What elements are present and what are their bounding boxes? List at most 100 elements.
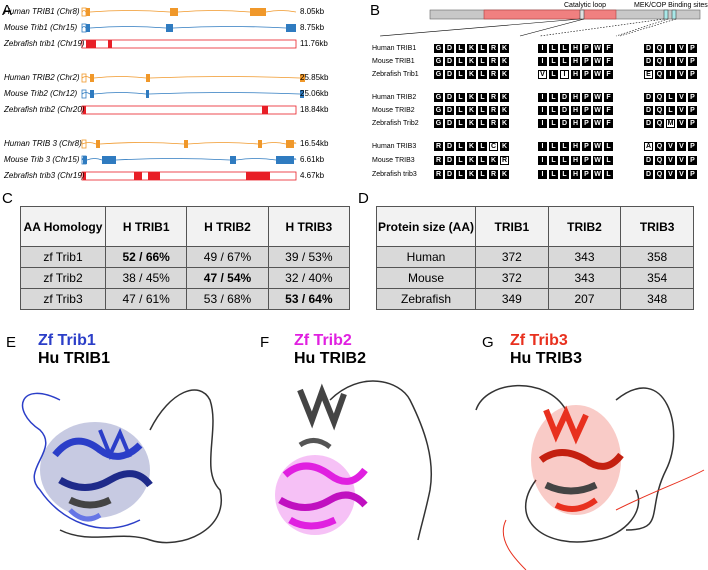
gene-exon xyxy=(83,156,87,164)
amino-acid-cell: H xyxy=(571,106,580,115)
table-c-row-label: zf Trib1 xyxy=(20,246,106,268)
amino-acid-cell: I xyxy=(666,70,675,79)
gene-exon xyxy=(90,74,94,82)
gene-utr-box xyxy=(81,89,87,99)
table-d-row-label: Zebrafish xyxy=(376,288,476,310)
gene-size: 8.75kb xyxy=(300,23,325,32)
amino-acid-cell: F xyxy=(604,70,613,79)
amino-acid-cell: L xyxy=(549,170,558,179)
amino-acid-cell: K xyxy=(500,142,509,151)
amino-acid-cell: Q xyxy=(655,142,664,151)
amino-acid-cell: R xyxy=(434,142,443,151)
domain-connector xyxy=(615,18,669,37)
table-d-cell: 354 xyxy=(620,267,694,289)
gene-exon xyxy=(170,8,178,16)
amino-acid-cell: R xyxy=(434,170,443,179)
table-d-row-label: Mouse xyxy=(376,267,476,289)
amino-acid-cell: D xyxy=(445,156,454,165)
amino-acid-cell: D xyxy=(560,106,569,115)
amino-acid-cell: L xyxy=(478,44,487,53)
amino-acid-cell: W xyxy=(593,93,602,102)
amino-acid-cell: I xyxy=(538,44,547,53)
domain-connector xyxy=(619,18,677,37)
table-c-cell: 32 / 40% xyxy=(267,267,351,289)
amino-acid-cell: P xyxy=(582,93,591,102)
table-c-cell: 53 / 68% xyxy=(186,288,269,310)
amino-acid-cell: R xyxy=(489,44,498,53)
amino-acid-cell: V xyxy=(677,44,686,53)
amino-acid-cell: L xyxy=(666,93,675,102)
catalytic-loop-marker xyxy=(579,9,585,20)
structure-f-zf-title: Zf Trib2 xyxy=(294,332,352,349)
amino-acid-cell: I xyxy=(560,70,569,79)
protein-size-table: Protein size (AA) TRIB1 TRIB2 TRIB3 Huma… xyxy=(376,206,694,310)
table-c-cell: 49 / 67% xyxy=(186,246,269,268)
amino-acid-cell: R xyxy=(489,106,498,115)
gene-exon xyxy=(276,156,294,164)
gene-exon xyxy=(83,106,86,114)
amino-acid-cell: R xyxy=(434,156,443,165)
amino-acid-cell: K xyxy=(467,93,476,102)
amino-acid-cell: P xyxy=(582,70,591,79)
amino-acid-cell: P xyxy=(582,170,591,179)
amino-acid-cell: R xyxy=(489,70,498,79)
table-d-cell: 358 xyxy=(620,246,694,268)
amino-acid-cell: P xyxy=(688,106,697,115)
amino-acid-cell: P xyxy=(688,70,697,79)
gene-exon xyxy=(83,172,86,180)
amino-acid-cell: L xyxy=(456,44,465,53)
amino-acid-cell: Q xyxy=(655,44,664,53)
structure-e-trib1-render xyxy=(21,389,223,544)
amino-acid-cell: Q xyxy=(655,106,664,115)
table-d-header-0: Protein size (AA) xyxy=(376,206,476,247)
amino-acid-cell: K xyxy=(467,44,476,53)
amino-acid-cell: W xyxy=(593,170,602,179)
amino-acid-cell: P xyxy=(688,119,697,128)
gene-utr-box xyxy=(81,139,87,149)
alignment-row-label: Human TRIB1 xyxy=(372,45,417,52)
table-c-cell: 38 / 45% xyxy=(104,267,188,289)
amino-acid-cell: H xyxy=(571,142,580,151)
amino-acid-cell: R xyxy=(489,57,498,66)
gene-exon xyxy=(86,8,90,16)
amino-acid-cell: P xyxy=(688,170,697,179)
amino-acid-cell: L xyxy=(604,170,613,179)
amino-acid-cell: V xyxy=(677,170,686,179)
amino-acid-cell: D xyxy=(644,106,653,115)
gene-exon xyxy=(96,140,100,148)
gene-size: 16.54kb xyxy=(300,139,329,148)
table-c-cell: 47 / 61% xyxy=(104,288,188,310)
amino-acid-cell: W xyxy=(593,70,602,79)
table-c-header-2: H TRIB2 xyxy=(186,206,269,247)
gene-size: 4.67kb xyxy=(300,171,325,180)
amino-acid-cell: D xyxy=(445,142,454,151)
gene-exon xyxy=(86,40,96,48)
amino-acid-cell: Q xyxy=(655,119,664,128)
amino-acid-cell: K xyxy=(467,106,476,115)
amino-acid-cell: L xyxy=(456,93,465,102)
amino-acid-cell: R xyxy=(489,170,498,179)
gene-exon xyxy=(300,90,304,98)
amino-acid-cell: H xyxy=(571,119,580,128)
amino-acid-cell: H xyxy=(571,93,580,102)
structure-g-zf-title: Zf Trib3 xyxy=(510,332,568,349)
amino-acid-cell: Q xyxy=(655,57,664,66)
amino-acid-cell: D xyxy=(644,119,653,128)
amino-acid-cell: D xyxy=(445,93,454,102)
amino-acid-cell: D xyxy=(560,93,569,102)
table-d-header-1: TRIB1 xyxy=(475,206,549,247)
amino-acid-cell: I xyxy=(538,57,547,66)
amino-acid-cell: L xyxy=(666,106,675,115)
amino-acid-cell: K xyxy=(500,106,509,115)
amino-acid-cell: G xyxy=(434,57,443,66)
amino-acid-cell: K xyxy=(467,57,476,66)
